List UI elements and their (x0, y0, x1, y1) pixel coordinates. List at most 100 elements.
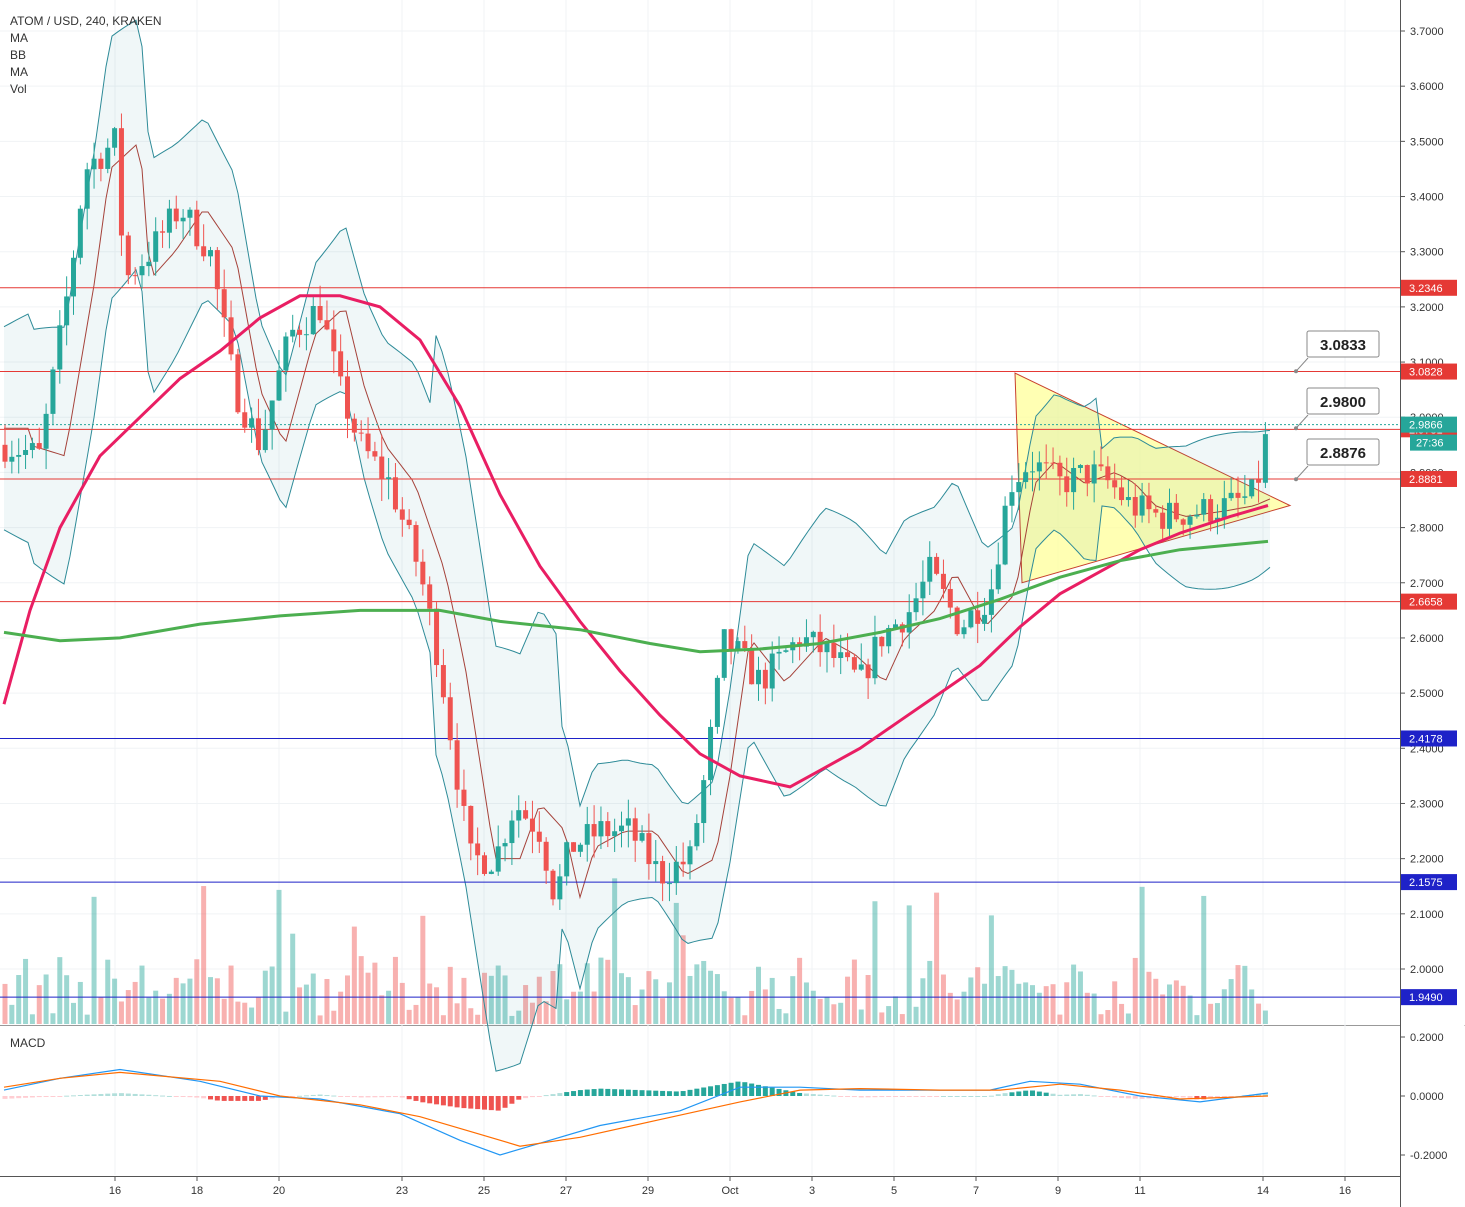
volume-bar (940, 974, 946, 1024)
candle-body (749, 648, 755, 685)
candle-body (947, 588, 953, 608)
volume-bar (351, 926, 357, 1024)
macd-histogram-bar (838, 1096, 844, 1097)
chart-legend: ATOM / USD, 240, KRAKEN MA BB MA Vol (10, 13, 162, 98)
macd-histogram-bar (824, 1095, 830, 1097)
candle-body (735, 641, 741, 650)
macd-histogram-bar (488, 1096, 494, 1111)
macd-histogram-bar (228, 1096, 234, 1101)
candle-body (112, 128, 118, 148)
macd-histogram-bar (1009, 1092, 1015, 1096)
volume-bar (399, 982, 405, 1024)
candle-body (1242, 496, 1248, 498)
volume-bar (180, 983, 186, 1024)
macd-histogram-bar (50, 1096, 56, 1097)
macd-histogram-bar (1180, 1096, 1186, 1098)
macd-histogram-bar (379, 1096, 385, 1098)
volume-bar (625, 977, 631, 1024)
macd-histogram-bar (735, 1081, 741, 1096)
candle-body (406, 519, 412, 526)
volume-bar (194, 959, 200, 1024)
candle-body (975, 610, 981, 624)
macd-histogram-bar (1105, 1096, 1111, 1097)
macd-histogram-bar (345, 1096, 350, 1097)
candle-body (1057, 462, 1063, 477)
candle-body (762, 669, 768, 689)
price-tick-label: 3.4000 (1410, 192, 1444, 204)
macd-histogram-bar (221, 1096, 227, 1101)
volume-bar (434, 987, 440, 1024)
volume-bar (1214, 1003, 1220, 1024)
symbol-title[interactable]: ATOM / USD, 240, KRAKEN (10, 14, 162, 28)
candle-body (180, 217, 186, 222)
volume-bar (831, 1004, 837, 1024)
volume-bar (762, 989, 768, 1024)
indicator-ma-1[interactable]: MA (10, 31, 28, 45)
candle-body (1256, 479, 1262, 483)
volume-bar (358, 956, 364, 1024)
candle-body (84, 169, 90, 209)
candle-body (118, 128, 124, 236)
price-tick-label: 2.8000 (1410, 523, 1444, 535)
macd-histogram-bar (865, 1096, 871, 1098)
macd-histogram-bar (995, 1094, 1001, 1096)
volume-bar (858, 1009, 864, 1024)
macd-histogram-bar (1139, 1096, 1145, 1099)
price-callouts[interactable]: 3.0833 2.9800 2.8876 (1294, 330, 1380, 482)
indicator-bb[interactable]: BB (10, 48, 27, 62)
volume-bar (488, 975, 494, 1024)
macd-histogram-bar (646, 1090, 652, 1096)
volume-bar (379, 995, 385, 1024)
macd-histogram-bar (23, 1096, 29, 1098)
moving-averages (2, 294, 1269, 789)
candle-body (160, 231, 166, 233)
volume-bar (790, 976, 796, 1024)
volume-bar (98, 997, 104, 1024)
macd-title[interactable]: MACD (10, 1036, 46, 1050)
volume-bar (1036, 992, 1042, 1024)
indicator-vol[interactable]: Vol (10, 82, 27, 96)
volume-bar (1160, 994, 1166, 1024)
volume-bar (913, 1006, 919, 1024)
macd-tick-label: 0.2000 (1410, 1032, 1444, 1044)
indicator-ma-2[interactable]: MA (10, 65, 28, 79)
macd-histogram-bar (961, 1096, 967, 1097)
macd-histogram-bar (571, 1091, 577, 1096)
candle-body (1119, 487, 1125, 501)
candle-body (440, 665, 446, 698)
macd-histogram-bar (639, 1090, 645, 1096)
callout-leader (1295, 414, 1309, 429)
candle-body (228, 317, 234, 355)
bb-lower-line (3, 268, 1271, 1072)
candle-body (386, 477, 392, 480)
countdown-label: 27:36 (1416, 438, 1444, 450)
candle-body (1112, 480, 1118, 488)
macd-histogram-bar (1119, 1096, 1125, 1099)
volume-bar (1208, 1003, 1214, 1024)
macd-histogram-bar (523, 1096, 529, 1099)
macd-histogram-bar (851, 1096, 857, 1098)
macd-histogram-bar (947, 1096, 953, 1097)
volume-bar (516, 1010, 522, 1024)
candle-body (297, 329, 303, 335)
volume-bar (851, 959, 857, 1024)
candle-body (1180, 519, 1186, 525)
volume-bar (1153, 978, 1159, 1024)
macd-histogram-bar (934, 1096, 940, 1097)
price-axis[interactable]: 3.70003.60003.50003.40003.30003.20003.10… (1400, 0, 1465, 1207)
macd-histogram-bar (605, 1088, 611, 1096)
time-axis[interactable]: 16 18 20 23 25 27 29 Oct 3 5 7 9 11 14 16 (0, 1176, 1400, 1197)
candle-body (639, 833, 645, 841)
volume-bar (1249, 989, 1255, 1024)
candle-body (612, 831, 618, 837)
macd-signal-line (3, 1071, 1269, 1147)
time-tick-label: 18 (191, 1185, 203, 1197)
callout-label: 2.8876 (1320, 445, 1366, 462)
candle-body (255, 418, 261, 451)
macd-histogram-bar (475, 1096, 481, 1110)
horizontal-levels[interactable] (0, 287, 1400, 998)
candle-body (262, 429, 268, 451)
level-tag-label: 2.6658 (1409, 597, 1443, 609)
volume-bar (345, 975, 350, 1024)
